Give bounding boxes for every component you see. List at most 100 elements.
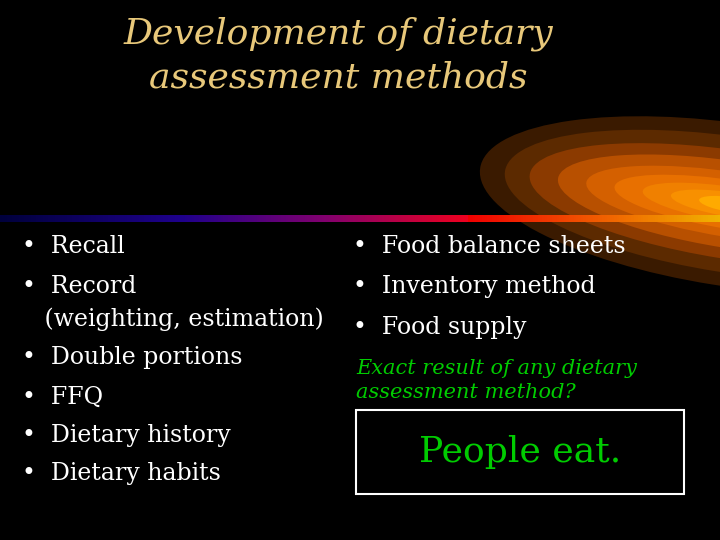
Ellipse shape — [614, 175, 720, 235]
Bar — [454, 215, 456, 222]
Bar — [708, 215, 711, 222]
Bar — [187, 215, 190, 222]
Bar — [182, 215, 186, 222]
Text: •  Record: • Record — [22, 275, 136, 299]
Bar — [108, 215, 111, 222]
Bar — [70, 215, 73, 222]
Bar — [396, 215, 399, 222]
Text: •  FFQ: • FFQ — [22, 386, 103, 409]
Bar — [387, 215, 390, 222]
Bar — [192, 215, 195, 222]
Bar — [449, 215, 452, 222]
Bar — [571, 215, 575, 222]
Bar — [711, 215, 714, 222]
Bar — [545, 215, 548, 222]
Bar — [204, 215, 207, 222]
Bar — [365, 215, 368, 222]
Bar — [583, 215, 586, 222]
Bar — [50, 215, 53, 222]
Bar — [250, 215, 253, 222]
Bar — [158, 215, 161, 222]
Bar — [24, 215, 27, 222]
Bar — [101, 215, 104, 222]
Bar — [132, 215, 135, 222]
Bar — [245, 215, 248, 222]
Bar — [300, 215, 303, 222]
Bar — [432, 215, 435, 222]
Bar — [600, 215, 603, 222]
Bar — [233, 215, 236, 222]
Bar — [607, 215, 611, 222]
Bar — [252, 215, 255, 222]
Bar — [113, 215, 116, 222]
Bar — [7, 215, 10, 222]
Bar — [410, 215, 413, 222]
Bar — [180, 215, 183, 222]
Bar — [667, 215, 670, 222]
Bar — [665, 215, 668, 222]
Bar — [14, 215, 17, 222]
Bar — [523, 215, 526, 222]
Bar — [254, 215, 258, 222]
Bar — [269, 215, 272, 222]
Bar — [379, 215, 382, 222]
Bar — [377, 215, 380, 222]
Bar — [283, 215, 287, 222]
Bar — [547, 215, 550, 222]
Bar — [456, 215, 459, 222]
Bar — [660, 215, 663, 222]
Bar — [480, 215, 483, 222]
Bar — [358, 215, 361, 222]
Bar — [103, 215, 107, 222]
Text: •  Double portions: • Double portions — [22, 346, 242, 369]
Bar — [125, 215, 128, 222]
Bar — [706, 215, 708, 222]
Bar — [53, 215, 56, 222]
Bar — [441, 215, 445, 222]
Bar — [329, 215, 332, 222]
Bar — [235, 215, 238, 222]
Bar — [389, 215, 392, 222]
Bar — [425, 215, 428, 222]
Bar — [17, 215, 20, 222]
Bar — [168, 215, 171, 222]
Bar — [401, 215, 404, 222]
Bar — [351, 215, 354, 222]
Bar — [485, 215, 488, 222]
Bar — [146, 215, 150, 222]
Ellipse shape — [480, 116, 720, 294]
Bar — [115, 215, 118, 222]
Bar — [466, 215, 469, 222]
Bar — [346, 215, 348, 222]
Bar — [405, 215, 409, 222]
Bar — [691, 215, 694, 222]
Bar — [590, 215, 593, 222]
Ellipse shape — [558, 154, 720, 256]
Bar — [67, 215, 71, 222]
Bar — [696, 215, 699, 222]
Bar — [202, 215, 204, 222]
Bar — [482, 215, 485, 222]
Bar — [315, 215, 318, 222]
Bar — [535, 215, 539, 222]
Bar — [374, 215, 377, 222]
Bar — [117, 215, 121, 222]
Bar — [12, 215, 15, 222]
Bar — [526, 215, 528, 222]
Bar — [653, 215, 656, 222]
Bar — [581, 215, 584, 222]
Bar — [94, 215, 96, 222]
Bar — [703, 215, 706, 222]
Bar — [502, 215, 505, 222]
Bar — [567, 215, 570, 222]
Bar — [22, 215, 24, 222]
Bar — [372, 215, 375, 222]
Bar — [27, 215, 30, 222]
Bar — [403, 215, 406, 222]
Bar — [84, 215, 87, 222]
Bar — [461, 215, 464, 222]
Bar — [427, 215, 431, 222]
Bar — [207, 215, 210, 222]
Bar — [418, 215, 420, 222]
Bar — [353, 215, 356, 222]
